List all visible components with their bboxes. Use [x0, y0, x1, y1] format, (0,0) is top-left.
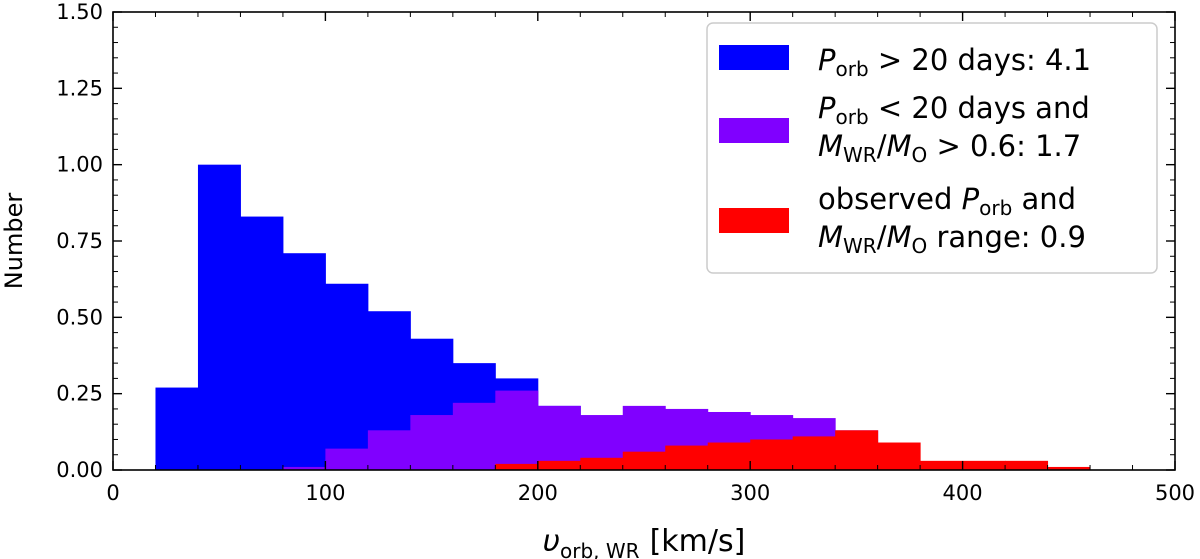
bar-red-240 [622, 451, 666, 470]
x-tick-label: 100 [305, 481, 345, 505]
x-tick-label: 0 [106, 481, 119, 505]
bar-red-400 [962, 460, 1006, 470]
bar-purple-100 [325, 448, 369, 470]
legend-frame [706, 22, 1158, 274]
legend-entry-2-line-1: Porb < 20 days and [818, 91, 1090, 129]
bar-blue-60 [240, 216, 284, 470]
y-tick-label: 1.25 [56, 76, 103, 100]
legend-entry-2-line-2: MWR/MO > 0.6: 1.7 [818, 129, 1081, 167]
legend-swatch-red [719, 208, 789, 233]
tick-labels: 0 100 200 300 400 500 0.00 0.25 0.50 0.75 1.00 1.25… [56, 0, 1195, 505]
bar-blue-20 [155, 387, 199, 470]
bar-red-320 [792, 436, 836, 470]
y-axis-label: Number [0, 193, 28, 290]
bar-blue-40 [197, 164, 241, 471]
y-tick-label: 0.00 [56, 458, 103, 482]
legend-swatch-purple [719, 118, 789, 143]
x-tick-label: 300 [730, 481, 770, 505]
x-tick-label: 200 [518, 481, 558, 505]
bar-purple-200 [537, 405, 581, 470]
bar-red-220 [580, 457, 624, 470]
x-axis-label-unit: [km/s] [650, 524, 746, 559]
legend-entry-1-label: Porb > 20 days: 4.1 [818, 43, 1091, 81]
bar-red-360 [877, 442, 921, 470]
bar-red-280 [707, 442, 751, 470]
legend-entry-3-line-2: MWR/MO range: 0.9 [818, 220, 1086, 258]
y-tick-label: 0.25 [56, 382, 103, 406]
x-tick-label: 400 [943, 481, 983, 505]
x-tick-label: 500 [1155, 481, 1195, 505]
histogram-bars [155, 164, 1091, 471]
plot-frame [112, 11, 1176, 471]
bar-blue-80 [282, 253, 326, 470]
bar-purple-80 [282, 466, 326, 470]
bar-purple-120 [367, 430, 411, 470]
y-tick-label: 0.50 [56, 305, 103, 329]
legend-entry-3-line-1: observed Porb and [818, 182, 1076, 220]
x-axis-label-symbol: υ [543, 524, 560, 559]
bar-blue-100 [325, 283, 369, 470]
bar-red-420 [1005, 460, 1049, 470]
bar-red-340 [835, 430, 879, 470]
bar-red-260 [665, 445, 709, 470]
bar-red-380 [920, 460, 964, 470]
x-axis-label-subscript: orb, WR [560, 539, 640, 559]
bar-red-180 [495, 463, 539, 470]
bar-purple-140 [410, 415, 454, 470]
bar-purple-160 [452, 402, 496, 470]
bar-purple-180 [495, 390, 539, 470]
x-axis-label: υorb, WR [km/s] [543, 524, 746, 559]
legend: Porb > 20 days: 4.1 Porb < 20 days and M… [706, 22, 1158, 274]
bar-red-300 [750, 439, 794, 470]
bar-red-200 [537, 460, 581, 470]
y-tick-label: 0.75 [56, 229, 103, 253]
legend-swatch-blue [719, 45, 789, 70]
bar-red-440 [1047, 466, 1091, 470]
y-tick-label: 1.00 [56, 153, 103, 177]
y-tick-label: 1.50 [56, 0, 103, 24]
